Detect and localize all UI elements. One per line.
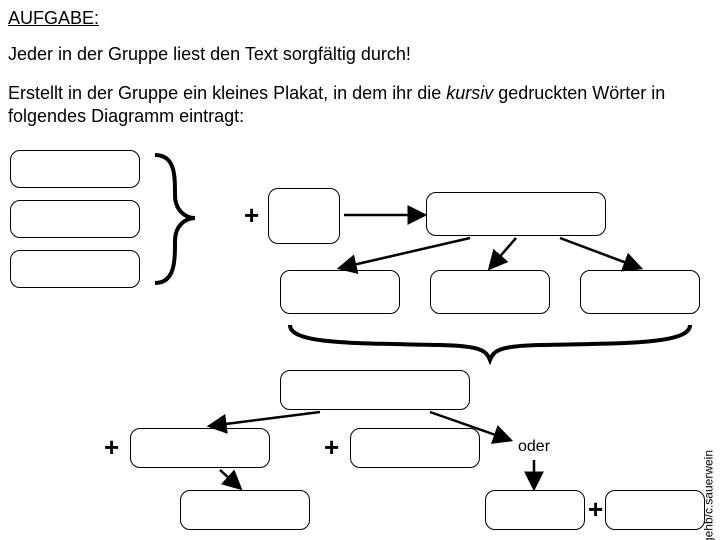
diagram-box xyxy=(280,370,470,410)
diagram-box xyxy=(268,188,340,244)
diagram-box xyxy=(430,270,550,314)
task-heading: AUFGABE: xyxy=(8,8,99,29)
diagram-box xyxy=(485,490,585,530)
label-oder: oder xyxy=(518,438,550,456)
diagram-box xyxy=(426,192,606,236)
diagram-box xyxy=(180,490,310,530)
plus-sign: + xyxy=(104,432,119,463)
diagram-box xyxy=(130,428,270,468)
credit-text: r.gehb/c.sauerwein xyxy=(702,450,716,540)
diagram-box xyxy=(605,490,705,530)
diagram-box xyxy=(10,250,140,288)
instr2-italic: kursiv xyxy=(446,83,493,103)
diagram-box xyxy=(280,270,400,314)
instruction-line-1: Jeder in der Gruppe liest den Text sorgf… xyxy=(8,44,411,65)
plus-sign: + xyxy=(588,494,603,525)
plus-sign: + xyxy=(324,432,339,463)
plus-sign: + xyxy=(244,200,259,231)
diagram-box xyxy=(350,428,480,468)
diagram-box xyxy=(10,200,140,238)
instruction-line-2: Erstellt in der Gruppe ein kleines Plaka… xyxy=(8,82,712,127)
instr2-part-a: Erstellt in der Gruppe ein kleines Plaka… xyxy=(8,83,446,103)
diagram-box xyxy=(580,270,700,314)
diagram-box xyxy=(10,150,140,188)
worksheet-page: AUFGABE: Jeder in der Gruppe liest den T… xyxy=(0,0,720,540)
